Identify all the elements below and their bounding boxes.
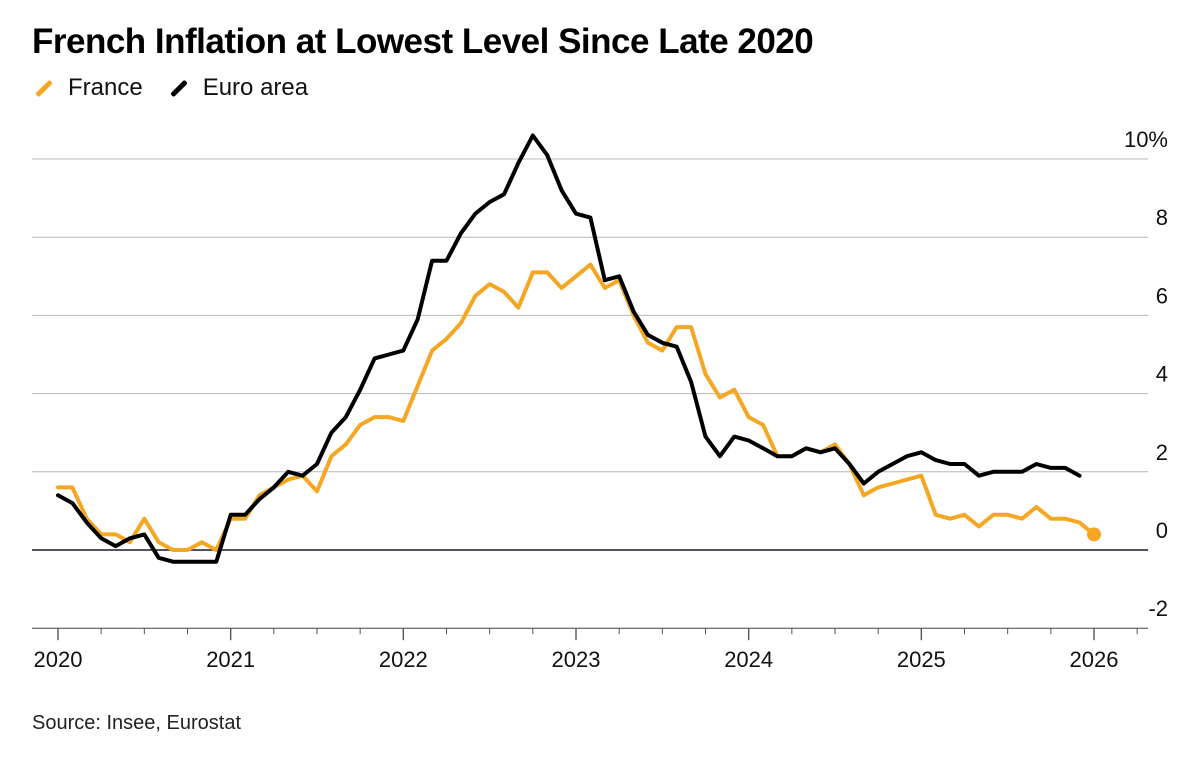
tick-labels: 10% 8 6 4 2 0 -2 2020 2021 2022 2023 2024 2025 2026 bbox=[34, 127, 1168, 672]
series-end-marker-france bbox=[1087, 527, 1101, 542]
source-note: Source: Insee, Eurostat bbox=[32, 712, 242, 734]
y-tick-label-2: 2 bbox=[1156, 440, 1168, 465]
legend-item-france: France bbox=[34, 74, 143, 102]
x-tick-label-2025: 2025 bbox=[897, 647, 946, 672]
x-tick-label-2021: 2021 bbox=[206, 647, 255, 672]
x-tick-label-2022: 2022 bbox=[379, 647, 428, 672]
y-tick-label-10: 10% bbox=[1124, 127, 1168, 152]
y-tick-label-8: 8 bbox=[1156, 205, 1168, 230]
y-tick-label-6: 6 bbox=[1156, 283, 1168, 308]
x-tick-label-2023: 2023 bbox=[552, 647, 601, 672]
series-line-france bbox=[56, 262, 1096, 552]
series-lines bbox=[56, 133, 1101, 564]
legend: France Euro area bbox=[34, 74, 334, 102]
legend-item-euro-area: Euro area bbox=[169, 74, 308, 102]
x-tick-label-2024: 2024 bbox=[724, 647, 773, 672]
x-tick-label-2026: 2026 bbox=[1070, 647, 1119, 672]
gridlines bbox=[32, 158, 1148, 629]
chart-title: French Inflation at Lowest Level Since L… bbox=[32, 22, 814, 61]
y-tick-label-0: 0 bbox=[1156, 518, 1168, 543]
series-line-euro-area bbox=[56, 133, 1082, 564]
y-tick-label--2: -2 bbox=[1148, 596, 1168, 621]
legend-label-euro-area: Euro area bbox=[202, 74, 309, 101]
x-tick-label-2020: 2020 bbox=[34, 647, 83, 672]
y-tick-label-4: 4 bbox=[1156, 362, 1168, 387]
legend-label-france: France bbox=[68, 74, 143, 101]
